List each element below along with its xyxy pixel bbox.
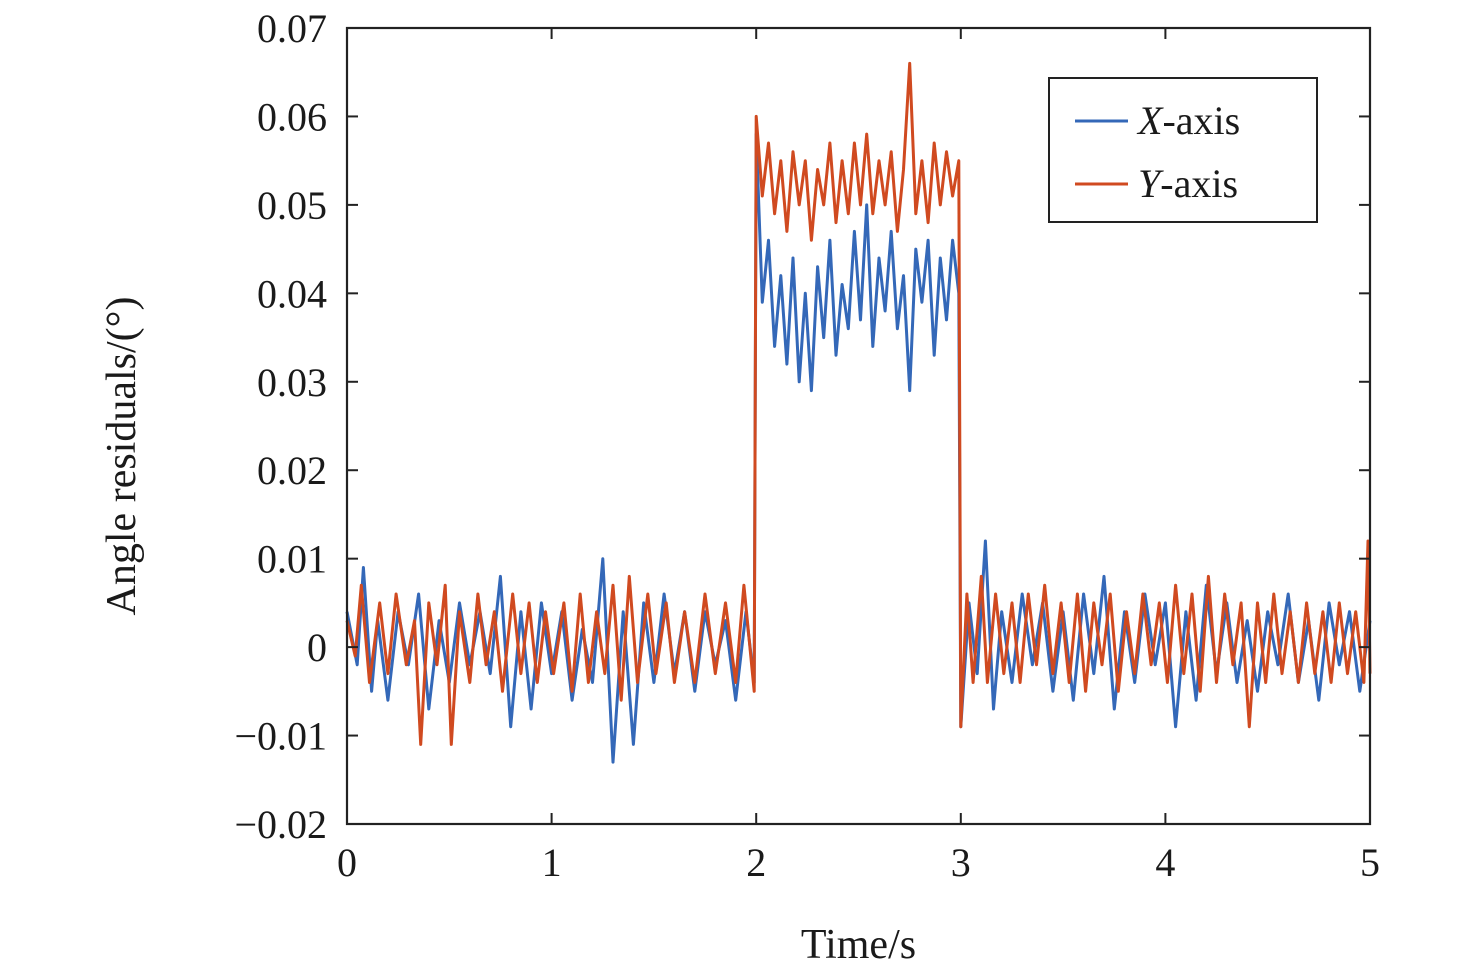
legend-label-x-rest: -axis — [1162, 98, 1240, 143]
legend: X-axis Y-axis — [1048, 77, 1318, 223]
series-line-x-axis — [345, 132, 1372, 764]
y-tick-label: −0.02 — [234, 802, 327, 847]
y-tick-label: 0.02 — [257, 448, 327, 493]
legend-label-y-rest: -axis — [1160, 161, 1238, 206]
legend-box — [1048, 77, 1318, 223]
y-tick-label: 0.01 — [257, 537, 327, 582]
x-axis-label: Time/s — [801, 922, 916, 968]
y-tick-label: −0.01 — [234, 714, 327, 759]
y-tick-label: 0.03 — [257, 360, 327, 405]
plot-frame — [345, 26, 1372, 826]
series-group — [345, 61, 1372, 764]
x-tick-label: 5 — [1360, 840, 1380, 885]
y-tick-label: 0.04 — [257, 271, 327, 316]
x-tick-label: 2 — [746, 840, 766, 885]
y-axis-label: Angle residuals/(°) — [99, 297, 145, 616]
x-tick-label: 4 — [1155, 840, 1175, 885]
x-tick-label: 0 — [337, 840, 357, 885]
legend-label-x-italic: X — [1136, 98, 1164, 143]
y-tick-label: 0.06 — [257, 94, 327, 139]
x-tick-label: 1 — [542, 840, 562, 885]
y-tick-label: 0.05 — [257, 183, 327, 228]
y-tick-label: 0.07 — [257, 6, 327, 51]
legend-label-x-axis: X-axis — [1136, 98, 1240, 143]
x-tick-label: 3 — [951, 840, 971, 885]
legend-label-y-axis: Y-axis — [1138, 161, 1238, 206]
series-line-y-axis — [345, 61, 1372, 746]
tick-group: 0 1 2 3 4 5 −0.02 −0.01 0 0.01 0.02 0.03 0.04 0.05 0.0… — [234, 6, 1380, 885]
y-tick-label: 0 — [307, 625, 327, 670]
legend-label-y-italic: Y — [1138, 161, 1164, 206]
